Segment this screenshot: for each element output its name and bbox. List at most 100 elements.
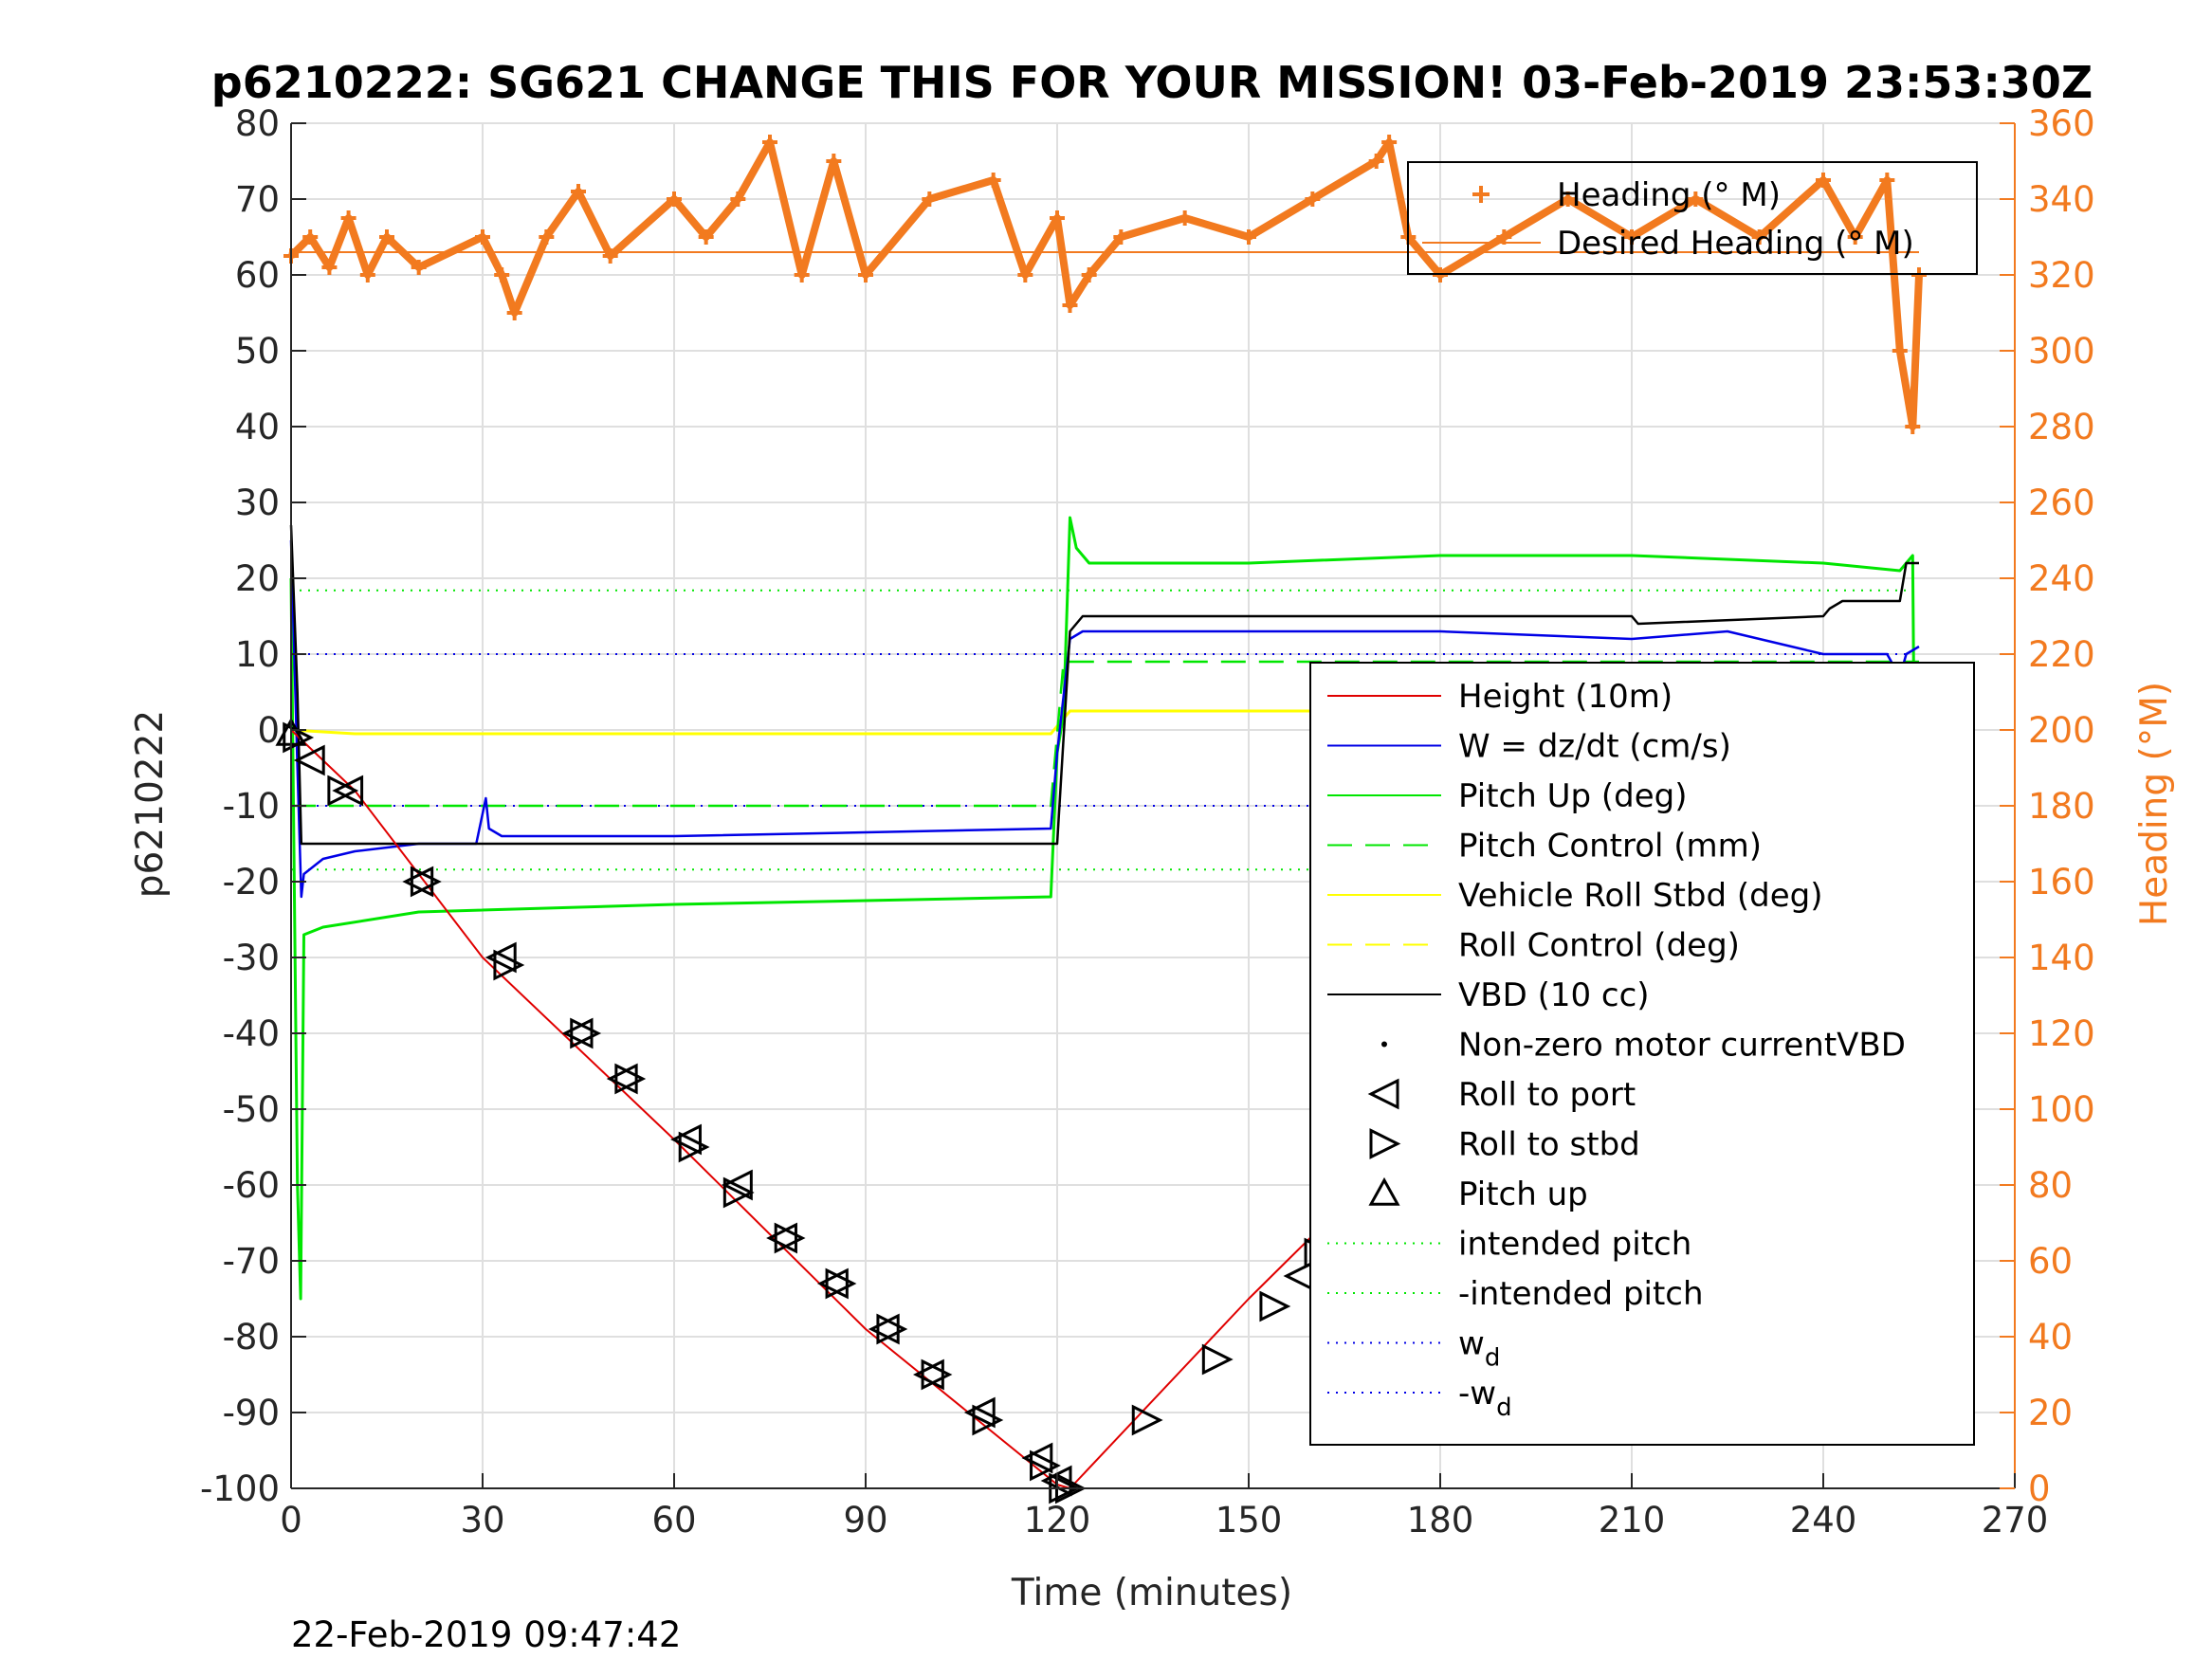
y-tick-label-right: 240 [2028,558,2095,599]
y-tick-label-right: 120 [2028,1013,2095,1054]
y-tick-label-right: 20 [2028,1393,2073,1433]
legend-height-10m-label: Height (10m) [1458,678,1673,716]
series-vbd [289,524,1919,846]
y-tick-label-left: -90 [223,1393,280,1433]
y-tick-label-right: 360 [2028,103,2095,144]
heading-point [1560,191,1576,207]
legend-main-box [1309,662,1975,1446]
heading-point [826,154,842,169]
heading-point [1816,173,1831,188]
roll-to-stbd-marker [410,866,442,898]
heading-point [359,267,375,283]
y-tick-label-left: -70 [223,1241,280,1282]
legend-subscript: d [1485,1344,1501,1373]
roll-to-port-marker [766,1222,797,1254]
heading-point [667,191,682,207]
heading-point [379,229,394,245]
heading-point [1017,267,1033,283]
roll-to-stbd-marker [1259,1290,1291,1322]
roll-to-port-marker [484,941,517,974]
axes: 0 30 60 90 120 150 180 210 240 270 80 70 60 50 40 30 20 1… [200,103,2095,1540]
legend-roll-control-deg-label: Roll Control (deg) [1458,927,1740,965]
x-tick-label: 60 [651,1500,696,1540]
legend-roll-to-port-label: Roll to port [1458,1076,1636,1114]
x-tick-label: 180 [1407,1500,1474,1540]
heading-point [985,173,1001,188]
x-tick-label: 90 [843,1500,887,1540]
legend-roll-to-stbd-swatch [1369,1128,1401,1159]
x-tick-label: 150 [1216,1500,1283,1540]
heading-point [794,267,810,283]
legend-main: Height (10m) W = dz/dt (cm/s) Pitch Up (de… [1309,662,1975,1446]
series-w [289,539,1920,899]
heading-point [730,191,746,207]
y-tick-label-left: 0 [257,710,280,751]
y-tick-label-right: 180 [2028,786,2095,827]
y-tick-label-left: -80 [223,1317,280,1358]
x-axis-label: Time (minutes) [1011,1572,1292,1614]
heading-point [1081,267,1097,283]
chart-title: p6210222: SG621 CHANGE THIS FOR YOUR MIS… [211,57,2093,108]
heading-point [475,229,490,245]
heading-point [1177,210,1193,226]
x-tick-label: 270 [1982,1500,2049,1540]
y-tick-label-left: -40 [223,1013,280,1054]
y-tick-label-right: 320 [2028,255,2095,296]
roll-to-stbd-marker [327,775,359,807]
heading-point [321,260,338,275]
roll-to-stbd-marker [825,1267,857,1300]
roll-to-port-marker [912,1358,944,1391]
y-tick-label-right: 260 [2028,483,2095,523]
legend-roll-to-port-swatch [1367,1078,1399,1110]
heading-point [1305,191,1321,207]
heading-point [340,210,356,226]
legend-pitch-up-swatch [1368,1176,1400,1206]
roll-to-port-marker [402,866,434,898]
roll-to-stbd-marker [876,1313,908,1345]
heading-point [698,229,714,245]
legend-non-zero-motor-currentvbd-swatch [1381,1041,1387,1048]
legend-vbd-10-cc-label: VBD (10 cc) [1458,976,1650,1014]
legend-intended-pitch-label: -intended pitch [1458,1275,1704,1313]
heading-point [858,267,873,283]
y-tick-label-right: 80 [2028,1165,2073,1206]
heading-point [1624,229,1639,245]
legend-non-zero-motor-currentvbd-label: Non-zero motor currentVBD [1458,1027,1906,1065]
heading-point [1905,419,1921,434]
y-tick-label-right: 300 [2028,331,2095,372]
roll-to-port-marker [816,1267,849,1300]
legend-pitch-control-mm-label: Pitch Control (mm) [1458,828,1762,866]
y-tick-label-left: 60 [235,255,280,296]
heading-point [494,267,510,283]
roll-to-port-marker [670,1123,702,1156]
y-tick-label-right: 200 [2028,710,2095,751]
y-tick-label-left: 30 [235,483,280,523]
x-tick-label: 0 [280,1500,302,1540]
roll-to-port-marker [1021,1442,1053,1474]
y-tick-label-left: -10 [223,786,280,827]
roll-to-stbd-marker [774,1222,806,1254]
y-tick-label-left: 80 [235,103,280,144]
legend-heading-entry: Heading (° M) [1557,176,1781,214]
roll-to-port-marker [868,1313,900,1345]
y-tick-label-right: 40 [2028,1317,2073,1358]
roll-to-port-marker [721,1169,753,1201]
legend-vehicle-roll-stbd-deg-label: Vehicle Roll Stbd (deg) [1458,877,1823,915]
heading-point [1241,229,1256,245]
x-tick-label: 30 [460,1500,504,1540]
x-tick-label: 240 [1790,1500,1857,1540]
roll-to-stbd-marker [1030,1449,1061,1482]
legend-pitch-up-deg-label: Pitch Up (deg) [1458,777,1687,815]
y-tick-label-right: 280 [2028,407,2095,447]
x-tick-label: 120 [1024,1500,1091,1540]
heading-point [1847,229,1863,245]
y-tick-label-right: 100 [2028,1089,2095,1130]
heading-point [1050,210,1065,226]
roll-to-port-marker [1283,1260,1315,1292]
roll-to-stbd-marker [972,1404,1004,1436]
y-tick-label-right: 340 [2028,179,2095,220]
heading-point [922,191,938,207]
legend-pitch-up-label: Pitch up [1458,1176,1588,1213]
heading-point [602,248,618,264]
y-tick-label-left: 20 [235,558,280,599]
